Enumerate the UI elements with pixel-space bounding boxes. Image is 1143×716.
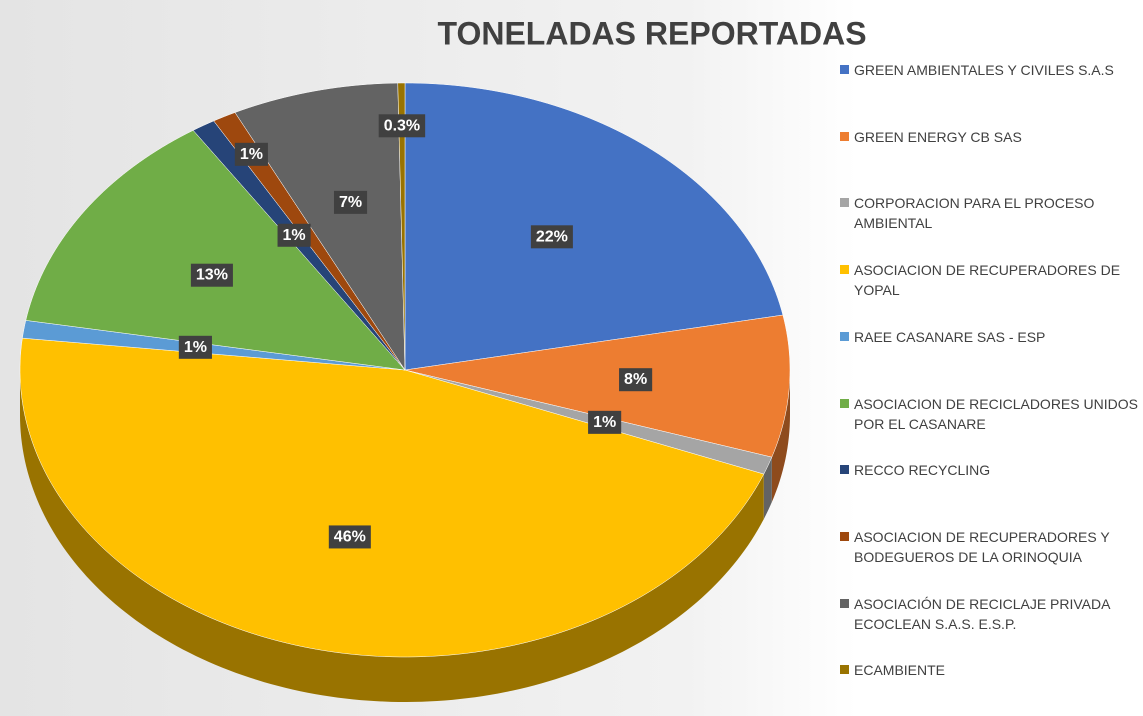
legend-item: ASOCIACION DE RECUPERADORES DE YOPAL [840,260,1140,300]
data-label-box [178,335,212,359]
data-label: 1% [184,339,207,356]
slice-side [763,457,772,520]
data-label: 0.3% [384,117,420,134]
legend-item: CORPORACION PARA EL PROCESO AMBIENTAL [840,193,1140,233]
data-label: 46% [334,528,366,545]
legend-swatch [840,665,849,675]
data-label: 13% [196,267,228,284]
legend-label: ECAMBIENTE [854,662,946,679]
slice [404,82,784,371]
slice-side [771,370,790,503]
data-label-box [588,410,622,434]
slice [19,337,765,658]
legend-label: ASOCIACION DE RECICLADORES UNIDOS POR EL… [854,395,1138,432]
data-label: 22% [536,228,568,245]
data-label-box [190,263,233,287]
slice [234,82,406,371]
legend-label: GREEN AMBIENTALES Y CIVILES S.A.S [854,62,1114,78]
legend-swatch [840,131,849,141]
legend-swatch [840,331,849,341]
legend-label: ASOCIACION DE RECUPERADORES Y BODEGUEROS… [854,528,1110,565]
slice-side [20,370,764,702]
data-label-box [234,142,268,166]
legend-swatch [840,198,849,208]
legend-swatch [840,65,849,74]
legend-swatch [840,398,849,408]
data-label-box [619,368,653,392]
data-label-box [378,114,426,138]
legend-label: GREEN ENERGY CB SAS [854,128,1022,145]
slices [19,82,791,658]
legend-swatch [840,465,849,475]
legend-label: RECCO RECYCLING [854,462,991,479]
legend-label: ASOCIACIÓN DE RECICLAJE PRIVADA ECOCLEAN… [854,595,1110,632]
legend-swatch [840,265,849,275]
legend-label: CORPORACION PARA EL PROCESO AMBIENTAL [854,195,1095,232]
data-label: 1% [240,146,263,163]
legend-item: ASOCIACION DE RECUPERADORES Y BODEGUEROS… [840,527,1140,567]
legend-label: RAEE CASANARE SAS - ESP [854,328,1046,345]
legend-item: GREEN ENERGY CB SAS [840,127,1140,147]
data-label: 8% [624,371,647,388]
legend-item: GREEN AMBIENTALES Y CIVILES S.A.S [840,60,1140,80]
data-label: 1% [593,414,616,431]
data-label: 7% [339,194,362,211]
legend-item: RAEE CASANARE SAS - ESP [840,327,1140,347]
legend-item: ASOCIACIÓN DE RECICLAJE PRIVADA ECOCLEAN… [840,594,1140,634]
legend-swatch [840,531,849,541]
data-label-box [530,225,573,249]
legend-item: ASOCIACION DE RECICLADORES UNIDOS POR EL… [840,394,1140,434]
legend-label: ASOCIACION DE RECUPERADORES DE YOPAL [854,262,1121,299]
chart-title: TONELADAS REPORTADAS [437,15,866,51]
legend-item: ECAMBIENTE [840,660,1140,680]
data-label-box [328,525,371,549]
data-label-box [333,190,368,214]
data-label: 1% [283,227,306,244]
slice [404,314,791,458]
slice [25,130,406,371]
legend-item: RECCO RECYCLING [840,460,1140,480]
legend-swatch [840,598,849,608]
data-label-box [277,223,311,247]
slice [397,82,406,371]
